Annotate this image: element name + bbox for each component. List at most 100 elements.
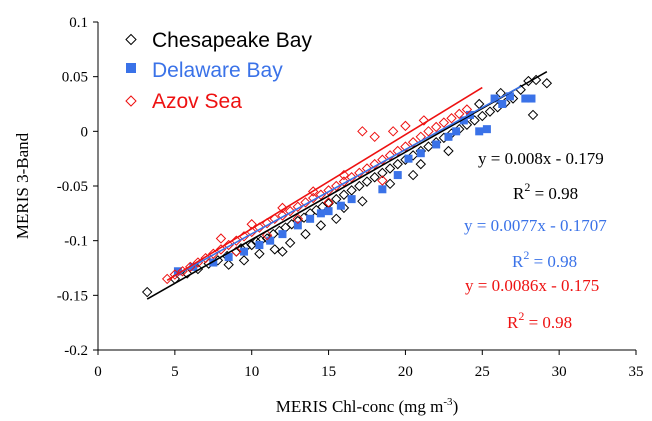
data-point-delaware	[452, 127, 461, 136]
data-point-azov	[407, 137, 419, 148]
data-point-delaware	[416, 149, 425, 158]
y-tick-label: 0.05	[62, 70, 88, 86]
data-point-azov	[277, 210, 288, 221]
data-point-delaware	[266, 236, 275, 245]
equation-delaware: y = 0.0077x - 0.1707 R2 = 0.98	[464, 216, 607, 271]
y-tick-label: -0.1	[64, 234, 88, 250]
trend-line-chesapeake	[146, 70, 548, 300]
legend-label-chesapeake: Chesapeake Bay	[152, 29, 312, 52]
x-tick-label: 10	[244, 364, 259, 380]
data-point-chesapeake	[338, 189, 350, 200]
data-point-chesapeake	[443, 145, 454, 157]
r2-text-delaware: R2 = 0.98	[512, 248, 577, 271]
y-tick-label: 0	[81, 124, 89, 140]
data-point-azov	[357, 126, 368, 137]
data-point-chesapeake	[238, 255, 250, 266]
data-point-chesapeake	[357, 196, 368, 207]
data-point-chesapeake	[331, 193, 342, 205]
y-tick-label: 0.1	[69, 15, 88, 31]
data-point-azov	[369, 131, 380, 143]
data-point-chesapeake	[361, 176, 373, 187]
x-tick-label: 15	[321, 364, 336, 380]
x-tick-label: 20	[398, 364, 413, 380]
data-point-azov	[261, 229, 273, 241]
data-point-azov	[400, 120, 411, 132]
data-point-delaware	[324, 207, 333, 216]
data-point-azov	[438, 117, 450, 128]
trend-line-delaware	[174, 85, 522, 277]
data-point-chesapeake	[423, 141, 434, 152]
data-point-chesapeake	[369, 172, 380, 183]
x-axis-title: MERIS Chl-conc (mg m-3)	[276, 396, 458, 416]
data-point-azov	[418, 115, 430, 126]
data-point-azov	[346, 172, 357, 183]
data-point-chesapeake	[346, 185, 357, 196]
data-point-azov	[361, 163, 373, 174]
x-axis-title-suffix: )	[453, 397, 459, 416]
data-point-delaware	[240, 247, 249, 256]
data-point-delaware	[404, 154, 413, 163]
data-point-azov	[323, 197, 334, 208]
x-axis-title-main: MERIS Chl-conc (mg m	[276, 397, 444, 416]
legend-marker-delaware	[126, 63, 136, 73]
data-point-chesapeake	[277, 246, 288, 257]
data-point-azov	[323, 185, 334, 196]
trend-line-azov	[166, 86, 483, 282]
equation-azov: y = 0.0086x - 0.175 R2 = 0.98	[465, 276, 599, 332]
data-point-azov	[284, 205, 296, 217]
x-tick-label: 35	[629, 364, 644, 380]
data-point-chesapeake	[377, 167, 388, 179]
data-point-delaware	[293, 221, 302, 230]
data-point-chesapeake	[315, 220, 327, 231]
r2-superscript-delaware: 2	[523, 248, 529, 262]
data-point-azov	[461, 104, 473, 115]
r2-superscript-azov: 2	[518, 309, 524, 323]
legend-entry-azov: Azov Sea	[125, 90, 242, 113]
data-point-delaware	[306, 214, 315, 223]
data-point-delaware	[316, 209, 325, 218]
data-point-delaware	[189, 262, 198, 271]
data-point-chesapeake	[415, 158, 427, 170]
data-point-chesapeake	[223, 259, 234, 270]
data-point-azov	[354, 167, 365, 179]
data-point-delaware	[393, 171, 402, 180]
data-point-chesapeake	[527, 109, 539, 121]
equation-chesapeake: y = 0.008x - 0.179 R2 = 0.98	[478, 149, 604, 203]
r2-text-chesapeake: R2 = 0.98	[513, 180, 578, 203]
data-point-delaware	[209, 258, 218, 267]
data-point-delaware	[347, 195, 356, 204]
data-point-chesapeake	[477, 110, 488, 122]
x-axis-title-superscript: -3	[443, 396, 453, 408]
data-point-delaware	[255, 241, 264, 250]
legend-label-delaware: Delaware Bay	[152, 59, 283, 82]
y-tick-label: -0.2	[64, 343, 88, 359]
legend-marker-azov	[125, 95, 137, 107]
r2-value-delaware: = 0.98	[529, 252, 577, 271]
data-point-chesapeake	[246, 239, 257, 251]
data-point-chesapeake	[300, 228, 311, 240]
data-point-delaware	[459, 116, 468, 125]
r2-superscript-chesapeake: 2	[524, 180, 530, 194]
data-point-azov	[292, 213, 304, 225]
fit-lines	[146, 70, 548, 300]
data-point-delaware	[505, 92, 514, 101]
data-point-azov	[400, 141, 411, 152]
data-point-azov	[430, 121, 442, 133]
data-point-azov	[377, 154, 388, 165]
data-point-azov	[392, 145, 403, 157]
equation-text-delaware: y = 0.0077x - 0.1707	[464, 216, 607, 235]
r2-label-azov: R	[507, 313, 519, 332]
data-point-chesapeake	[541, 78, 553, 89]
equation-text-azov: y = 0.0086x - 0.175	[465, 276, 599, 295]
data-point-azov	[161, 273, 173, 285]
data-point-azov	[215, 233, 227, 244]
data-point-azov	[369, 158, 380, 170]
data-point-delaware	[444, 132, 453, 141]
r2-label-chesapeake: R	[513, 184, 525, 203]
data-point-delaware	[278, 230, 287, 239]
data-point-chesapeake	[284, 237, 296, 249]
axis-ticks: 0 5 10 15 20 25 30 35 -0.2 -0.15 -0.1 -0.05 0 0.05 0.1	[57, 15, 644, 380]
data-point-azov	[300, 197, 311, 208]
data-point-delaware	[432, 140, 441, 149]
